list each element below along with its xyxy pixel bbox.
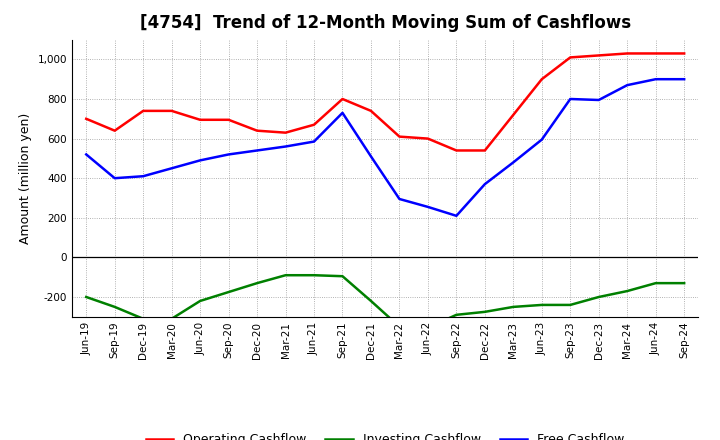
Free Cashflow	[225, 152, 233, 157]
Operating Cashflow	[480, 148, 489, 153]
Free Cashflow	[623, 83, 631, 88]
Operating Cashflow	[310, 122, 318, 128]
Investing Cashflow	[139, 316, 148, 321]
Operating Cashflow	[452, 148, 461, 153]
Free Cashflow	[423, 204, 432, 209]
Operating Cashflow	[366, 108, 375, 114]
Title: [4754]  Trend of 12-Month Moving Sum of Cashflows: [4754] Trend of 12-Month Moving Sum of C…	[140, 15, 631, 33]
Free Cashflow	[253, 148, 261, 153]
Operating Cashflow	[680, 51, 688, 56]
Operating Cashflow	[509, 112, 518, 117]
Free Cashflow	[595, 97, 603, 103]
Operating Cashflow	[423, 136, 432, 141]
Investing Cashflow	[253, 281, 261, 286]
Investing Cashflow	[225, 290, 233, 295]
Free Cashflow	[196, 158, 204, 163]
Investing Cashflow	[282, 272, 290, 278]
Free Cashflow	[537, 137, 546, 142]
Investing Cashflow	[623, 289, 631, 294]
Free Cashflow	[167, 165, 176, 171]
Investing Cashflow	[537, 302, 546, 308]
Investing Cashflow	[680, 281, 688, 286]
Investing Cashflow	[196, 298, 204, 304]
Investing Cashflow	[310, 272, 318, 278]
Investing Cashflow	[452, 312, 461, 318]
Free Cashflow	[680, 77, 688, 82]
Operating Cashflow	[652, 51, 660, 56]
Operating Cashflow	[196, 117, 204, 122]
Free Cashflow	[395, 196, 404, 202]
Legend: Operating Cashflow, Investing Cashflow, Free Cashflow: Operating Cashflow, Investing Cashflow, …	[141, 429, 629, 440]
Operating Cashflow	[282, 130, 290, 136]
Investing Cashflow	[652, 281, 660, 286]
Free Cashflow	[338, 110, 347, 115]
Operating Cashflow	[110, 128, 119, 133]
Investing Cashflow	[509, 304, 518, 310]
Operating Cashflow	[338, 96, 347, 102]
Free Cashflow	[566, 96, 575, 102]
Operating Cashflow	[167, 108, 176, 114]
Investing Cashflow	[595, 294, 603, 300]
Y-axis label: Amount (million yen): Amount (million yen)	[19, 113, 32, 244]
Operating Cashflow	[395, 134, 404, 139]
Operating Cashflow	[623, 51, 631, 56]
Investing Cashflow	[82, 294, 91, 300]
Investing Cashflow	[423, 325, 432, 330]
Free Cashflow	[480, 181, 489, 187]
Investing Cashflow	[480, 309, 489, 315]
Investing Cashflow	[338, 274, 347, 279]
Operating Cashflow	[537, 77, 546, 82]
Investing Cashflow	[566, 302, 575, 308]
Free Cashflow	[82, 152, 91, 157]
Free Cashflow	[652, 77, 660, 82]
Line: Free Cashflow: Free Cashflow	[86, 79, 684, 216]
Operating Cashflow	[253, 128, 261, 133]
Operating Cashflow	[595, 53, 603, 58]
Free Cashflow	[366, 154, 375, 159]
Operating Cashflow	[82, 116, 91, 121]
Free Cashflow	[310, 139, 318, 144]
Investing Cashflow	[167, 316, 176, 321]
Free Cashflow	[110, 176, 119, 181]
Operating Cashflow	[139, 108, 148, 114]
Investing Cashflow	[110, 304, 119, 310]
Investing Cashflow	[366, 298, 375, 304]
Operating Cashflow	[566, 55, 575, 60]
Free Cashflow	[509, 160, 518, 165]
Line: Investing Cashflow: Investing Cashflow	[86, 275, 684, 328]
Operating Cashflow	[225, 117, 233, 122]
Free Cashflow	[139, 173, 148, 179]
Investing Cashflow	[395, 324, 404, 329]
Free Cashflow	[282, 144, 290, 149]
Free Cashflow	[452, 213, 461, 218]
Line: Operating Cashflow: Operating Cashflow	[86, 53, 684, 150]
